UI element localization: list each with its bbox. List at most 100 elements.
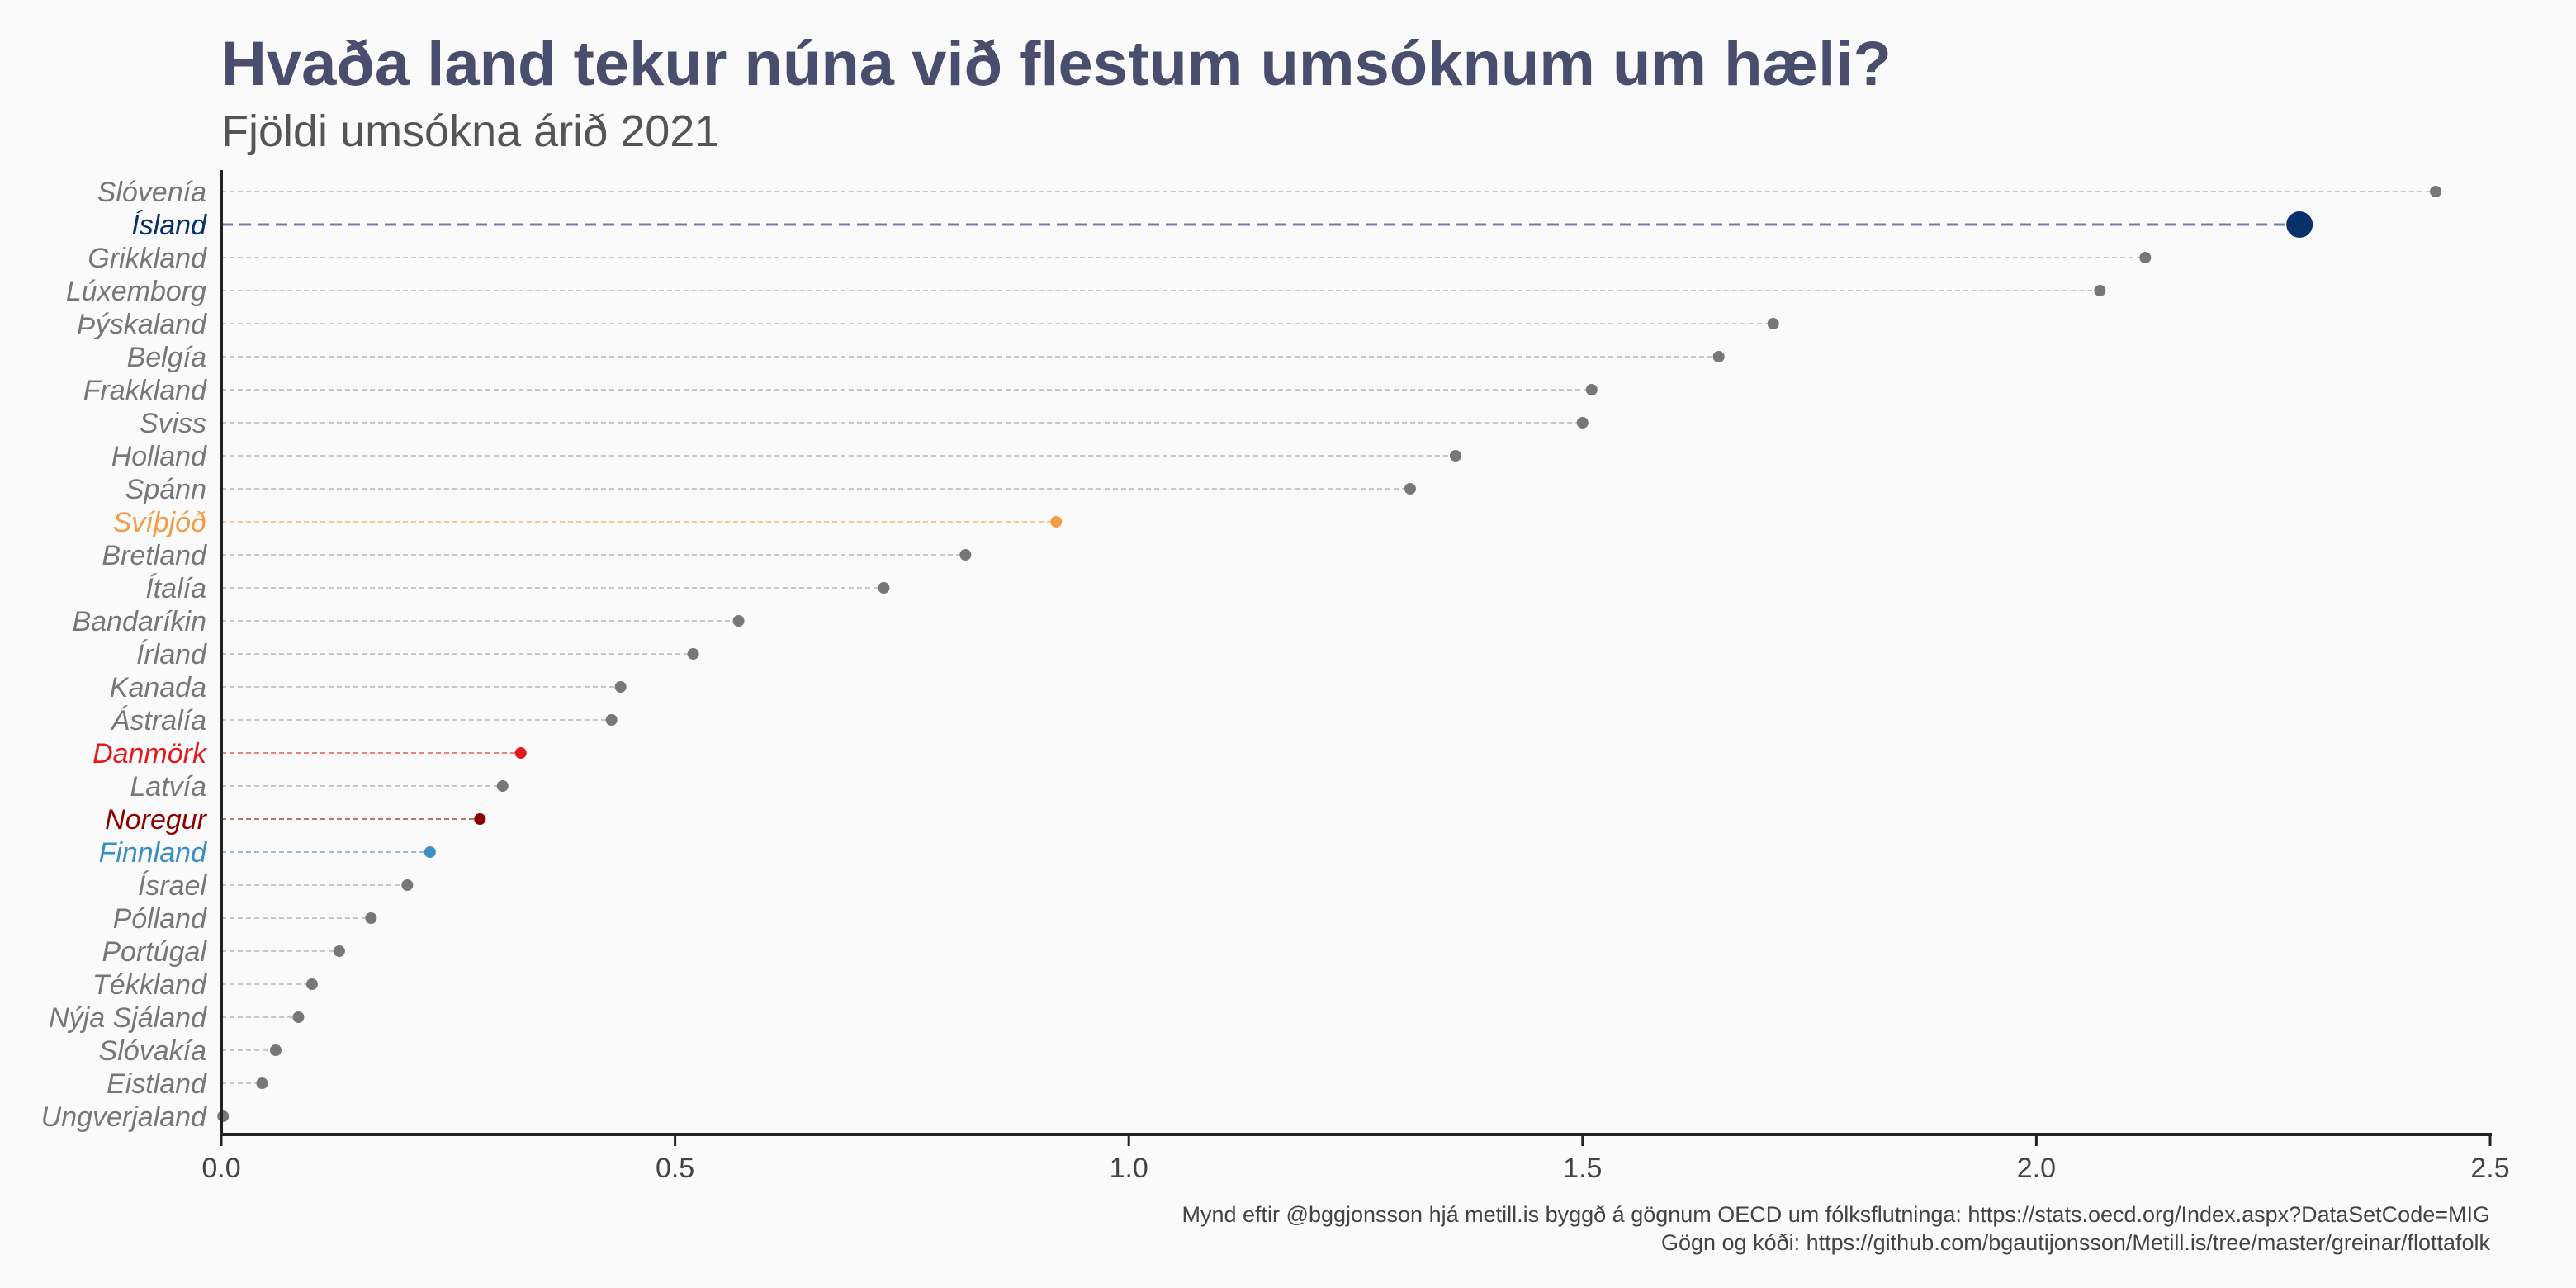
data-row: Grikkland [88, 243, 2152, 274]
data-point [1576, 417, 1589, 429]
data-point [305, 978, 318, 990]
data-row: Holland [111, 441, 1461, 472]
country-label: Portúgal [102, 936, 207, 968]
data-row: Belgía [127, 342, 1725, 373]
data-point [605, 714, 618, 726]
country-label: Ítalía [145, 573, 206, 604]
data-row: Danmörk [92, 738, 527, 769]
source-caption: Mynd eftir @bggjonsson hjá metill.is byg… [1181, 1202, 2490, 1227]
country-label: Pólland [113, 903, 208, 935]
data-point [401, 879, 414, 891]
code-caption: Gögn og kóði: https://github.com/bgautij… [1660, 1230, 2490, 1255]
country-label: Slóvenía [97, 177, 206, 208]
country-label: Noregur [105, 804, 208, 836]
country-label: Finnland [99, 837, 208, 869]
data-point [1712, 351, 1725, 362]
country-label: Spánn [125, 474, 206, 505]
country-label: Bretland [102, 540, 207, 571]
data-point [2286, 211, 2313, 238]
country-label: Frakkland [83, 375, 207, 406]
data-point [496, 780, 509, 792]
data-row: Bretland [102, 540, 972, 571]
x-tick-label: 1.5 [1563, 1153, 1602, 1184]
chart-rows: SlóveníaÍslandGrikklandLúxemborgÞýskalan… [41, 177, 2442, 1133]
country-label: Þýskaland [77, 309, 207, 340]
data-point [1767, 318, 1779, 329]
data-row: Ítalía [145, 573, 890, 604]
country-label: Nýja Sjáland [49, 1002, 207, 1034]
data-row: Írland [136, 639, 699, 670]
data-point [959, 549, 972, 561]
country-label: Belgía [127, 342, 206, 373]
x-axis-ticks: 0.0 0.5 1.0 1.5 2.0 2.5 [201, 1134, 2510, 1184]
data-row: Slóvenía [97, 177, 2442, 208]
data-row: Ísland [131, 210, 2313, 241]
country-label: Svíþjóð [113, 507, 206, 538]
data-row: Slóvakía [99, 1035, 282, 1067]
country-label: Írland [136, 639, 207, 670]
data-point [256, 1077, 268, 1089]
data-row: Þýskaland [77, 309, 1779, 340]
data-point [424, 846, 436, 858]
data-point [2430, 186, 2442, 197]
chart-title: Hvaða land tekur núna við flestum umsókn… [221, 29, 1892, 99]
data-row: Ungverjaland [41, 1101, 230, 1133]
country-label: Sviss [140, 408, 206, 439]
country-label: Grikkland [88, 243, 207, 274]
country-label: Latvía [130, 771, 206, 803]
data-row: Kanada [110, 672, 627, 703]
data-point [474, 813, 486, 825]
data-point [514, 747, 527, 759]
data-point [1050, 516, 1063, 528]
data-point [1449, 450, 1461, 462]
data-point [1585, 384, 1598, 395]
data-point [2139, 252, 2152, 263]
chart-subtitle: Fjöldi umsókna árið 2021 [221, 107, 720, 156]
country-label: Ísland [131, 210, 207, 241]
country-label: Tékkland [92, 969, 207, 1001]
country-label: Ástralía [110, 705, 206, 736]
data-row: Spánn [125, 474, 1416, 505]
x-tick-label: 2.5 [2470, 1153, 2509, 1184]
country-label: Danmörk [92, 738, 208, 769]
data-row: Frakkland [83, 375, 1598, 406]
data-row: Ísrael [138, 870, 414, 902]
data-row: Pólland [113, 903, 377, 935]
data-point [365, 912, 377, 924]
data-point [1404, 483, 1416, 495]
data-row: Eistland [107, 1068, 268, 1100]
country-label: Bandaríkin [72, 606, 206, 637]
data-row: Sviss [140, 408, 1589, 439]
x-tick-label: 2.0 [2017, 1153, 2056, 1184]
x-tick-label: 1.0 [1110, 1153, 1148, 1184]
data-row: Noregur [105, 804, 486, 836]
data-point [687, 648, 699, 660]
data-row: Lúxemborg [66, 276, 2106, 307]
country-label: Slóvakía [99, 1035, 206, 1067]
data-row: Ástralía [110, 705, 618, 736]
data-point [292, 1011, 305, 1023]
data-point [732, 615, 745, 627]
country-label: Lúxemborg [66, 276, 206, 307]
data-row: Svíþjóð [113, 507, 1063, 538]
data-point [217, 1110, 230, 1122]
country-label: Holland [111, 441, 207, 472]
data-row: Nýja Sjáland [49, 1002, 305, 1034]
data-row: Tékkland [92, 969, 318, 1001]
data-point [878, 582, 890, 594]
country-label: Eistland [107, 1068, 207, 1100]
country-label: Ungverjaland [41, 1101, 207, 1133]
data-row: Bandaríkin [72, 606, 745, 637]
x-tick-label: 0.0 [201, 1153, 240, 1184]
country-label: Ísrael [138, 870, 208, 902]
data-point [614, 681, 627, 693]
data-row: Portúgal [102, 936, 345, 968]
data-row: Latvía [130, 771, 509, 803]
data-point [2094, 285, 2106, 296]
x-tick-label: 0.5 [656, 1153, 694, 1184]
country-label: Kanada [110, 672, 206, 703]
data-row: Finnland [99, 837, 436, 869]
data-point [333, 945, 345, 957]
data-point [269, 1044, 282, 1056]
